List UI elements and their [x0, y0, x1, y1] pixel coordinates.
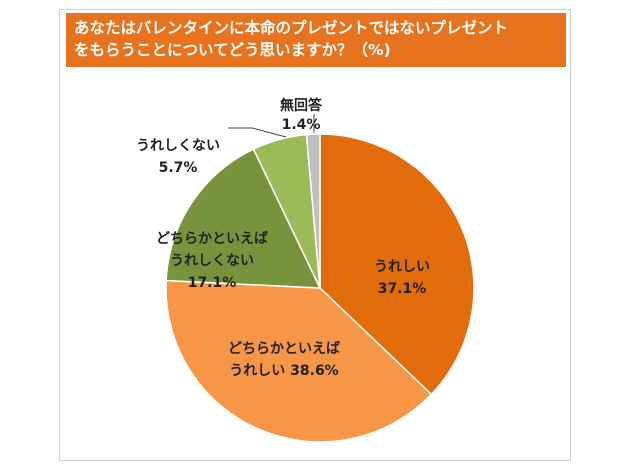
pie-slice-4: [305, 133, 321, 289]
slice-label-0-line-1: 37.1%: [378, 281, 427, 297]
chart-title-line-2: をもらうことについてどう思いますか？（%): [74, 41, 391, 59]
pie-slice-2: [165, 148, 322, 289]
leader-line-3: [228, 127, 287, 138]
slice-label-4-line-1: 1.4%: [282, 117, 321, 133]
slice-label-3: うれしくない 5.7%: [136, 138, 220, 176]
pie-slice-0: [319, 133, 475, 396]
slice-label-1-line-0: どちらかといえば: [228, 341, 340, 357]
chart-title-line-1: あなたはバレンタインに本命のプレゼントではないプレゼント: [74, 19, 509, 37]
pie-slice-1: [165, 279, 433, 443]
slice-label-3-line-0: うれしくない: [136, 138, 220, 154]
slice-label-4: 無回答 1.4%: [280, 97, 323, 133]
chart-title-bar: あなたはバレンタインに本命のプレゼントではないプレゼント をもらうことについてど…: [66, 13, 566, 67]
slice-label-2: どちらかといえばうれしくない 17.1%: [156, 231, 268, 291]
slice-label-2-line-0: どちらかといえば: [156, 231, 268, 247]
slice-label-4-line-0: 無回答: [280, 97, 323, 114]
slice-label-2-line-2: 17.1%: [188, 275, 237, 291]
slice-label-0: うれしい 37.1%: [374, 259, 430, 297]
slice-label-1: どちらかといえばうれしい 38.6%: [228, 341, 340, 379]
slice-label-2-line-1: うれしくない: [170, 253, 254, 269]
slice-label-0-line-0: うれしい: [374, 259, 430, 275]
slice-label-3-line-1: 5.7%: [159, 160, 198, 176]
slice-label-1-line-1: うれしい 38.6%: [229, 363, 338, 379]
